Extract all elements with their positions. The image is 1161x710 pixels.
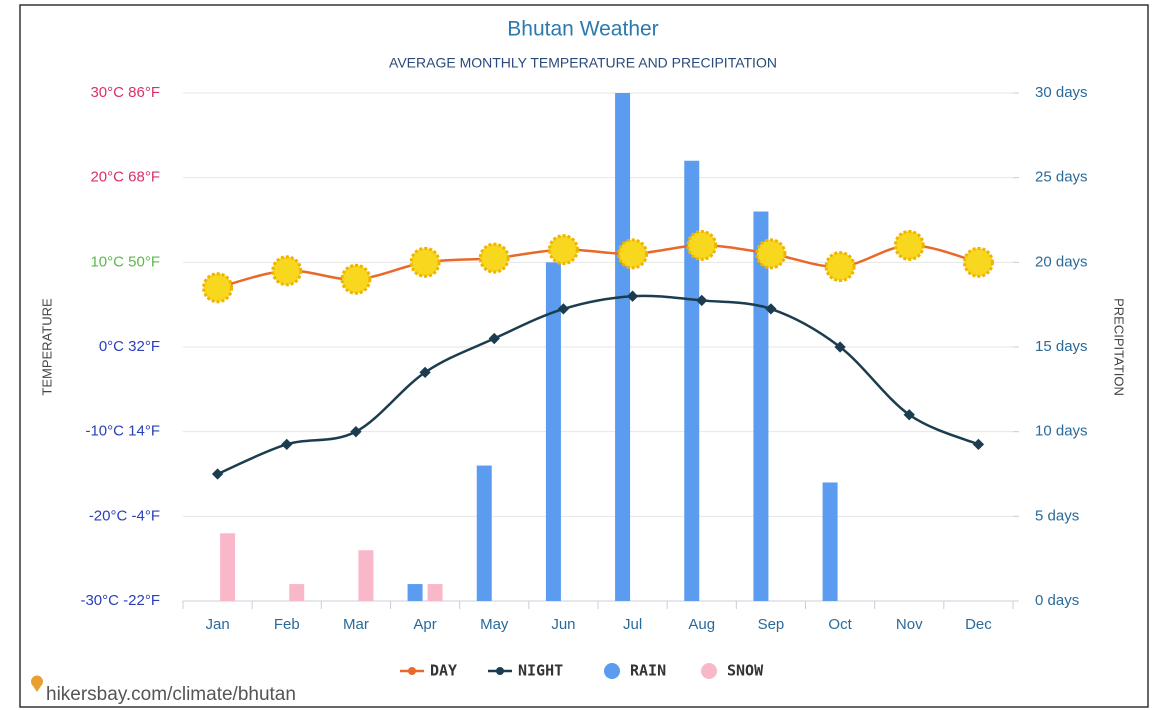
sun-marker [340,263,372,295]
point-marker [903,409,915,421]
sun-marker [824,251,856,283]
point-marker [765,303,777,315]
legend-marker [604,663,620,679]
legend-label: SNOW [727,662,764,680]
sun-marker [893,229,925,261]
legend-label: DAY [430,662,457,680]
point-marker [211,468,224,480]
bar [407,584,423,601]
sun-marker [686,229,718,261]
y-tick-label: 30°C 86°F [90,84,160,101]
y-tick-label: -10°C 14°F [85,423,160,440]
frame [19,4,1149,708]
x-tick-label: Jun [551,616,575,633]
chart-title: Bhutan Weather [507,18,658,41]
y2-tick-label: 15 days [1035,338,1088,355]
chart-subtitle: AVERAGE MONTHLY TEMPERATURE AND PRECIPIT… [389,55,777,71]
bar [545,262,561,601]
y2-tick-label: 10 days [1035,423,1088,440]
x-tick-label: Jul [623,616,642,633]
sun-marker [547,234,579,266]
y2-tick-label: 5 days [1035,507,1079,524]
y-axis-label: TEMPERATURE [39,298,54,396]
legend-marker [701,663,717,679]
x-tick-label: Dec [965,616,992,633]
bar [289,584,305,601]
y-tick-label: 0°C 32°F [99,338,160,355]
sun-marker [409,246,441,278]
bar [684,160,700,601]
point-marker [696,294,708,307]
x-tick-label: Apr [413,616,436,633]
pin-icon [31,675,43,692]
point-marker [488,332,500,345]
y-tick-label: -20°C -4°F [89,507,160,524]
bar [220,533,236,601]
x-tick-label: Nov [896,616,923,633]
sun-marker [478,242,510,274]
legend-label: NIGHT [518,662,563,680]
source: hikersbay.com/climate/bhutan [46,684,296,705]
legend-marker [408,667,416,675]
y2-tick-label: 20 days [1035,253,1088,270]
bar [358,550,374,601]
bar [753,211,769,602]
point-marker [281,438,293,451]
point-marker [972,438,985,451]
point-marker [626,290,639,302]
x-tick-label: Feb [274,616,300,633]
x-tick-label: Jan [205,616,229,633]
y2-axis-label: PRECIPITATION [1112,298,1127,396]
x-tick-label: Mar [343,616,369,633]
bar [476,465,492,601]
sun-marker [755,238,787,270]
bar [427,584,443,601]
sun-marker [271,255,303,287]
y2-tick-label: 25 days [1035,169,1088,186]
legend-marker [496,667,504,675]
sun-marker [202,272,234,304]
y2-tick-label: 30 days [1035,84,1088,101]
point-marker [350,426,362,438]
x-tick-label: Aug [688,616,715,633]
y-tick-label: 20°C 68°F [90,169,160,186]
point-marker [419,366,431,379]
x-tick-label: Oct [828,616,852,633]
y-tick-label: -30°C -22°F [80,592,160,609]
bar [615,93,631,601]
sun-marker [962,246,994,278]
x-tick-label: Sep [758,616,785,633]
sun-marker [617,238,649,270]
y2-tick-label: 0 days [1035,592,1079,609]
legend-label: RAIN [630,662,666,680]
bar [822,482,838,601]
point-marker [834,341,846,353]
x-tick-label: May [480,616,509,633]
y-tick-label: 10°C 50°F [90,253,160,270]
point-marker [557,303,570,315]
